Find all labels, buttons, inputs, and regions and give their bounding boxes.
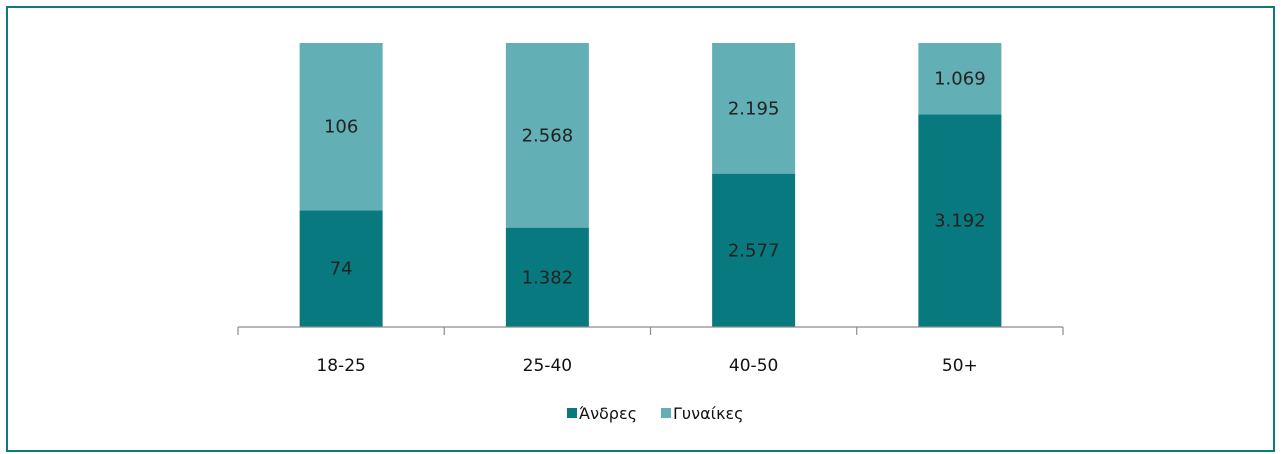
legend-swatch-men	[567, 408, 577, 418]
chart-frame	[6, 6, 1275, 452]
bar-18-25-men	[299, 210, 383, 327]
data-label-50+-women: 1.069	[934, 69, 986, 90]
legend-label-men: Άνδρες	[579, 404, 637, 423]
bar-40-50-women	[712, 43, 796, 174]
x-tick-label: 40-50	[729, 356, 778, 376]
bars-group: 74 106 1.382 2.568 2.577 2.195 3.192 1.069	[299, 43, 1002, 327]
bar-50+-women	[918, 43, 1002, 115]
data-label-25-40-men: 1.382	[522, 267, 574, 288]
data-label-18-25-women: 106	[324, 117, 358, 138]
x-axis	[237, 326, 1064, 335]
bar-50+-men	[918, 114, 1002, 327]
legend-swatch-women	[661, 408, 671, 418]
x-tick-label: 25-40	[523, 356, 572, 376]
bar-40-50-men	[712, 173, 796, 327]
legend: Άνδρες Γυναίκες	[567, 404, 744, 423]
data-label-50+-men: 3.192	[934, 211, 986, 232]
data-label-40-50-women: 2.195	[728, 98, 780, 119]
bar-18-25-women	[299, 43, 383, 211]
x-tick-label: 18-25	[316, 356, 365, 376]
data-label-25-40-women: 2.568	[522, 125, 574, 146]
data-label-18-25-men: 74	[330, 259, 353, 280]
legend-label-women: Γυναίκες	[673, 404, 744, 423]
x-tick-labels: 18-25 25-40 40-50 50+	[316, 356, 977, 376]
data-label-40-50-men: 2.577	[728, 240, 780, 261]
x-tick-label: 50+	[942, 356, 978, 376]
bar-25-40-women	[505, 43, 589, 228]
bar-25-40-men	[505, 227, 589, 327]
